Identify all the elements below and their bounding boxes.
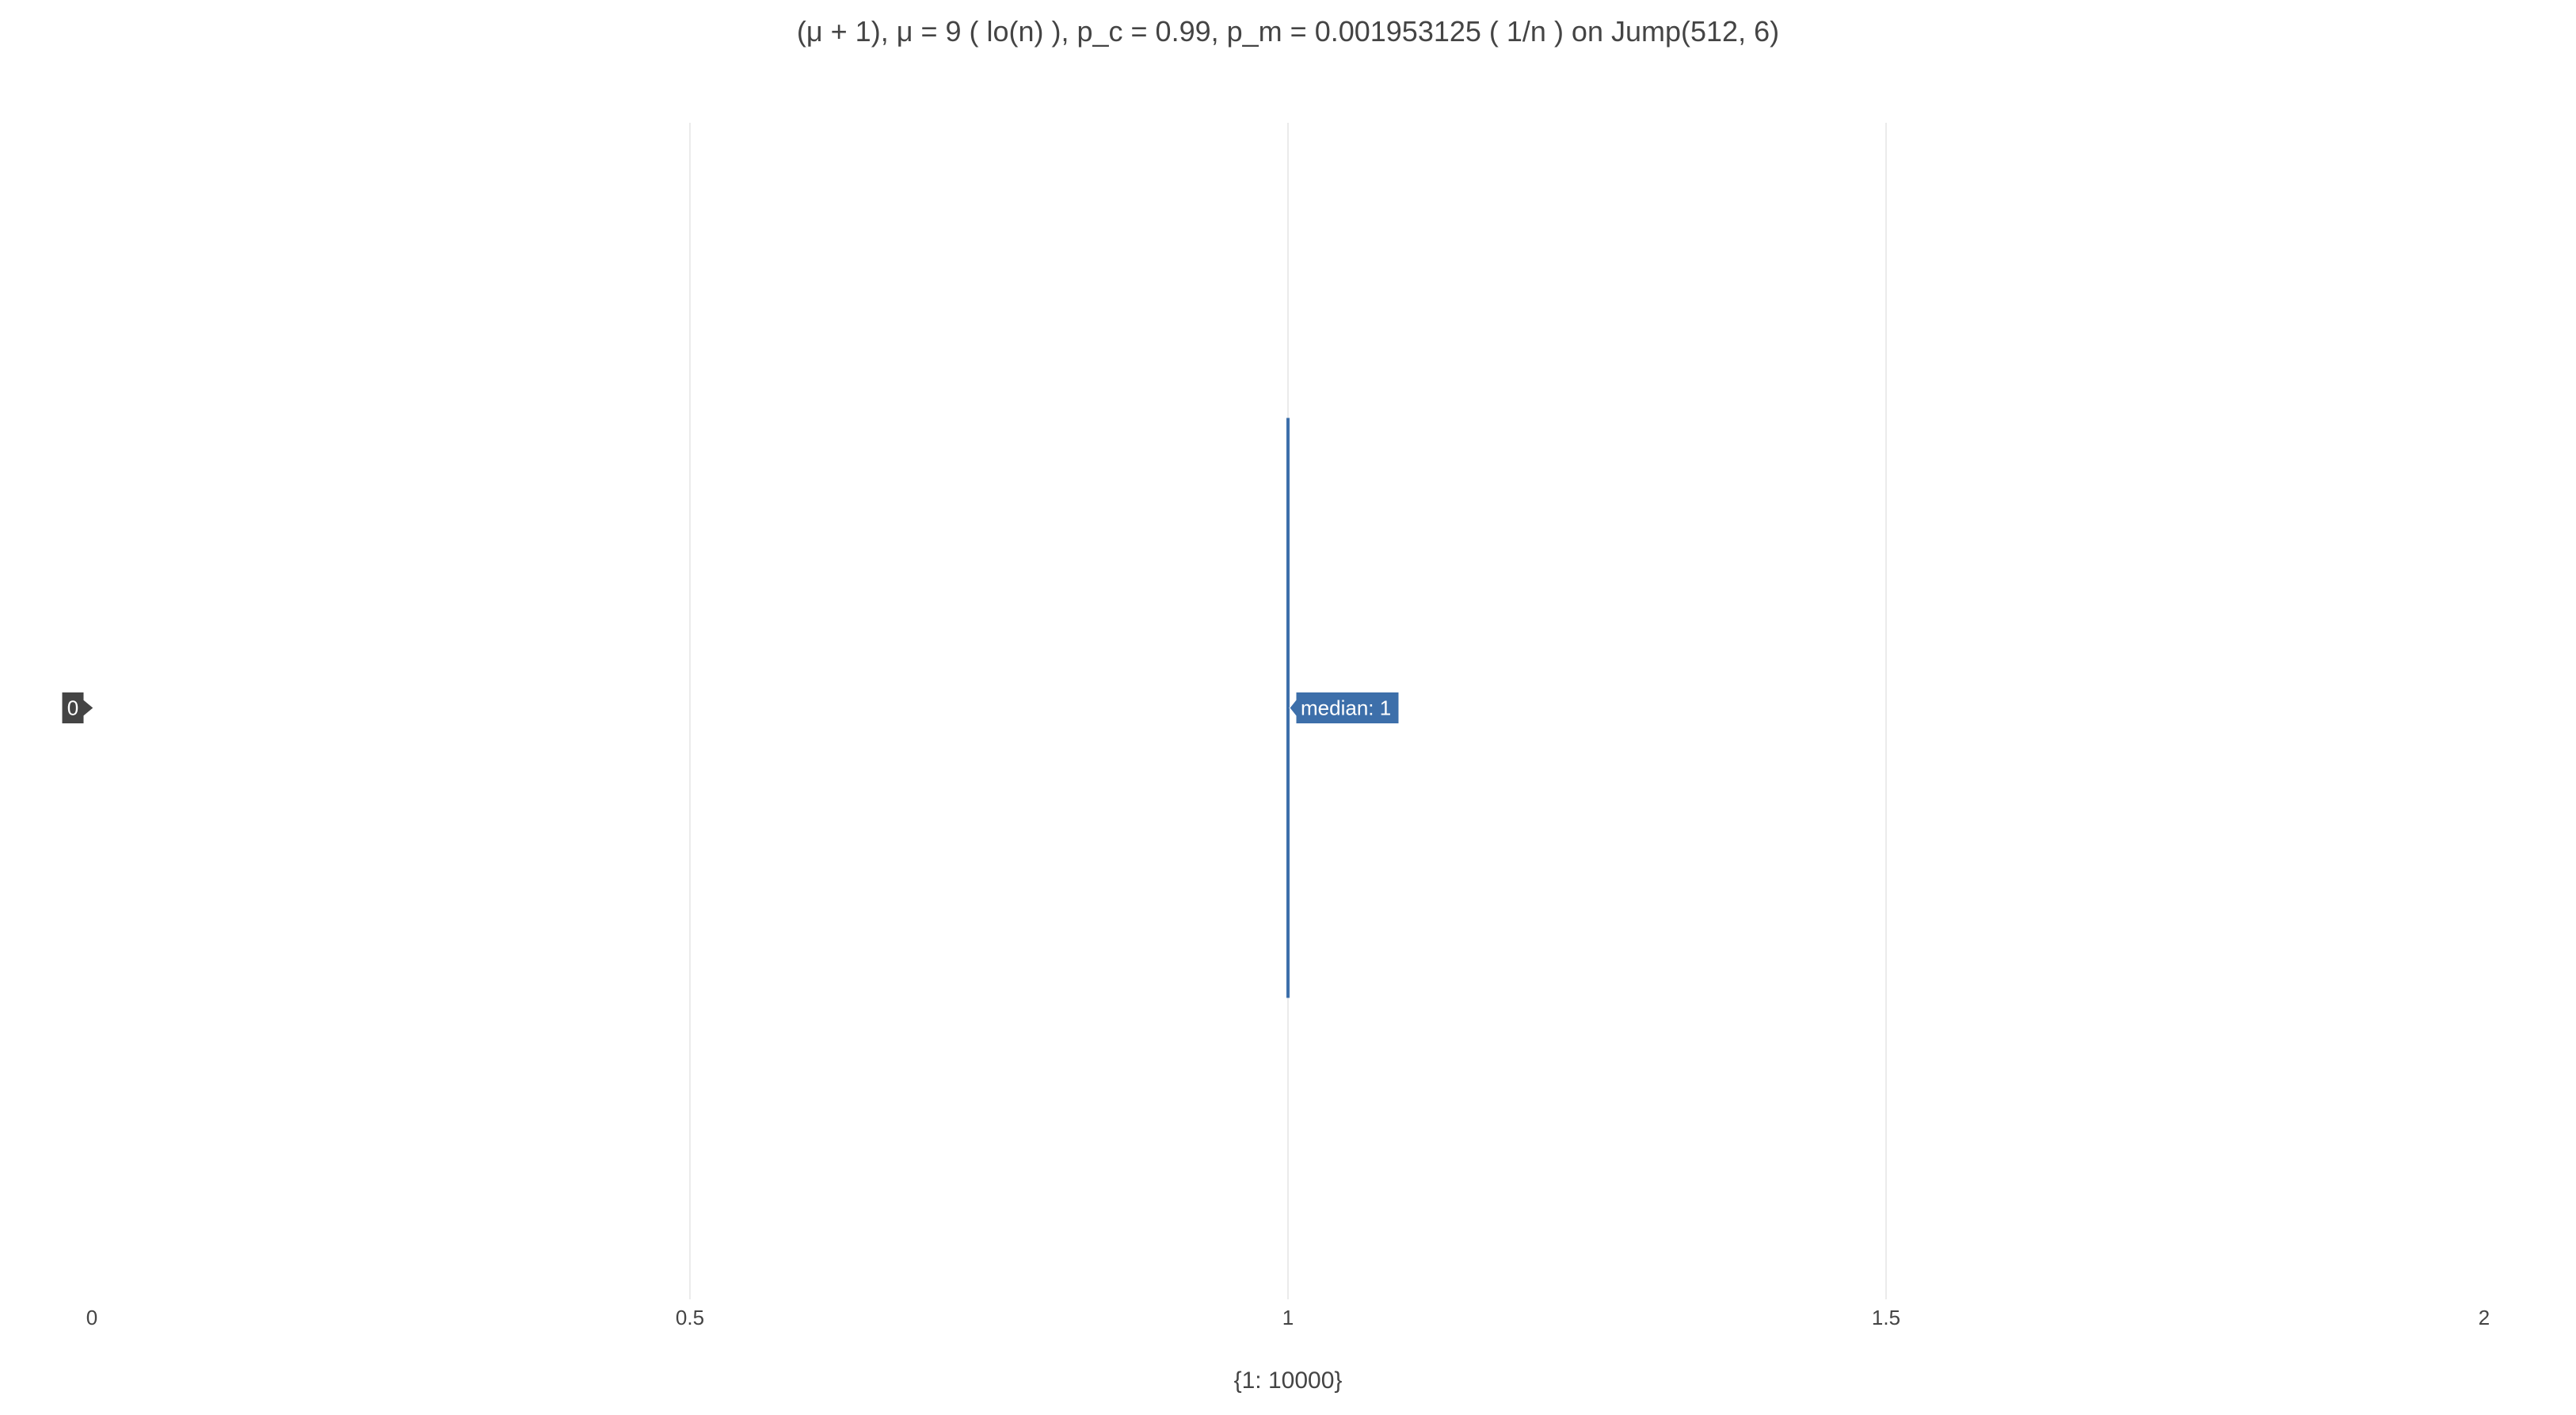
x-tick-label: 1 bbox=[1282, 1306, 1294, 1329]
median-hover-label: median: 1 bbox=[1289, 692, 1400, 724]
chart-title: (μ + 1), μ = 9 ( lo(n) ), p_c = 0.99, p_… bbox=[797, 15, 1779, 48]
x-tick-label: 0 bbox=[86, 1306, 97, 1329]
median-hover-text: median: 1 bbox=[1301, 696, 1391, 720]
category-hover-box bbox=[61, 692, 94, 724]
x-tick-label: 2 bbox=[2479, 1306, 2490, 1329]
x-tick-label: 0.5 bbox=[676, 1306, 704, 1329]
x-axis-title: {1: 10000} bbox=[1234, 1367, 1343, 1394]
hover-labels: median: 1 0 bbox=[61, 692, 1400, 724]
category-hover-text: 0 bbox=[67, 696, 78, 720]
x-tick-label: 1.5 bbox=[1872, 1306, 1900, 1329]
x-axis-ticks: 0 0.5 1 1.5 2 bbox=[86, 1306, 2490, 1329]
median-hover-box bbox=[1289, 692, 1400, 724]
category-hover-label: 0 bbox=[61, 692, 94, 724]
